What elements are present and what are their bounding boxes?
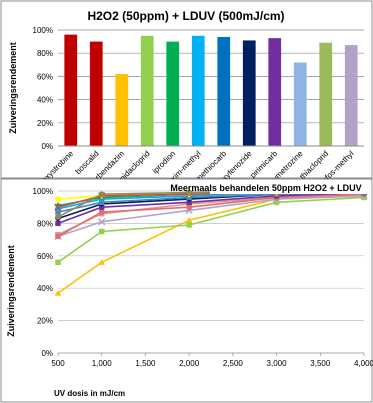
line-series [55, 194, 367, 265]
line-chart-x-tick-label: 1,500 [135, 359, 156, 368]
bar-chart-frame [0, 0, 373, 179]
line-chart-x-axis-label: UV dosis in mJ/cm [54, 389, 125, 398]
bar [242, 40, 256, 146]
line-chart-y-ticks: 0% 20% 40% 60% 80% 100% [33, 187, 53, 358]
bar-chart-title: H2O2 (50ppm) + LDUV (500mJ/cm) [87, 9, 284, 23]
line-chart-y-tick-label: 20% [37, 317, 53, 326]
data-point [98, 204, 105, 210]
bar [217, 36, 231, 146]
data-point [98, 259, 105, 265]
data-point [54, 203, 62, 211]
bar-chart-y-tick-label: 80% [37, 49, 53, 58]
line-chart-x-tick-label: 2,500 [223, 359, 244, 368]
bar-chart-y-tick-label: 60% [37, 72, 53, 81]
line-chart-x-tick-label: 3,000 [267, 359, 288, 368]
line-chart-y-tick-label: 0% [41, 349, 53, 358]
bar [319, 42, 333, 147]
line-chart-gridlines [58, 190, 364, 354]
line-chart-title: Meermaals behandelen 50ppm H2O2 + LDUV [170, 183, 361, 193]
data-point [55, 196, 61, 202]
data-point [55, 220, 61, 227]
bar [191, 35, 205, 146]
line-chart-x-tick-label: 4,000 [354, 359, 373, 368]
bar-chart-y-tick-label: 0% [41, 142, 53, 151]
data-point [98, 199, 105, 206]
line-chart-title-background [210, 182, 370, 194]
line-chart-y-tick-label: 100% [33, 187, 53, 196]
line-chart-x-tick-label: 3,500 [310, 359, 331, 368]
line-chart-x-tick-label: 2,000 [179, 359, 200, 368]
bar-chart-bars [64, 34, 358, 147]
bar-chart-y-tick-label: 100% [33, 26, 53, 35]
data-point [185, 216, 193, 223]
bar [89, 41, 103, 146]
line-chart-y-tick-label: 40% [37, 284, 53, 293]
bar [166, 41, 180, 146]
bar-chart-y-tick-label: 20% [37, 119, 53, 128]
data-point [361, 194, 367, 201]
bar [140, 35, 154, 146]
data-point [186, 199, 192, 206]
bar-chart-y-tick-label: 40% [37, 96, 53, 105]
line-chart-y-tick-label: 60% [37, 252, 53, 261]
data-point [55, 214, 61, 220]
bar [115, 74, 129, 146]
bar-chart-y-ticks: 0% 20% 40% 60% 80% 100% [33, 26, 53, 151]
bar [344, 45, 358, 146]
data-point [186, 204, 193, 211]
data-point [98, 228, 105, 235]
bar [268, 38, 282, 147]
data-point [98, 191, 105, 198]
data-point [55, 209, 61, 215]
data-point [55, 259, 61, 265]
line-chart-x-tick-label: 1,000 [92, 359, 113, 368]
line-chart-x-ticks: 500 1,000 1,500 2,000 2,500 3,000 3,500 4,000 [51, 353, 373, 368]
line-series [55, 191, 367, 240]
data-point [98, 218, 106, 226]
bar [64, 34, 78, 146]
line-chart-y-axis-label: Zuiveringsrendement [6, 245, 16, 337]
line-chart-y-tick-label: 80% [37, 219, 53, 228]
data-point [273, 199, 280, 206]
bar-chart-y-axis-label: Zuiveringsrendement [8, 42, 18, 134]
data-point [54, 289, 62, 296]
data-point [186, 222, 192, 228]
bar-chart: H2O2 (50ppm) + LDUV (500mJ/cm) Zuivering… [0, 0, 373, 198]
bar [293, 62, 307, 147]
data-point [186, 189, 193, 196]
line-chart-x-tick-label: 500 [51, 359, 65, 368]
data-point [98, 209, 105, 215]
data-point [55, 233, 61, 240]
line-chart: 0% 20% 40% 60% 80% 100% 500 1,000 1,500 2,000 2,5… [0, 178, 373, 403]
